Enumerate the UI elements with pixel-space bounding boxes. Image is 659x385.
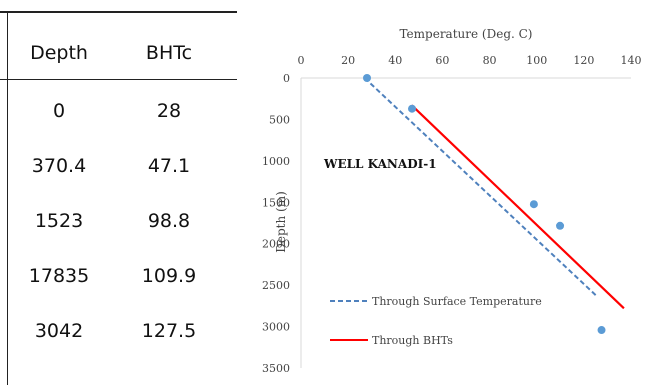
x-tick-label: 40 <box>388 54 402 67</box>
data-points <box>363 74 606 335</box>
x-tick-label: 140 <box>621 54 642 67</box>
series-lines <box>363 77 625 310</box>
cell-bhtc-2: 98.8 <box>147 210 191 232</box>
y-tick-label: 500 <box>269 113 290 126</box>
x-axis-ticks: 0 20 40 60 80 100 120 140 <box>298 54 642 67</box>
cell-depth-4: 3042 <box>34 320 84 342</box>
legend-label-bhts: Through BHTs <box>372 334 453 347</box>
data-point <box>408 104 417 113</box>
temperature-depth-chart: Temperature (Deg. C) Depth (m) 0 20 40 60 80… <box>262 27 642 375</box>
data-point <box>597 326 606 335</box>
table-left-border <box>7 11 8 385</box>
table-header-border <box>0 79 237 80</box>
legend: Through Surface Temperature Through BHTs <box>330 295 542 347</box>
y-tick-label: 1000 <box>262 155 290 168</box>
legend-label-surface: Through Surface Temperature <box>372 295 542 308</box>
x-axis-title: Temperature (Deg. C) <box>399 27 532 41</box>
y-tick-label: 1500 <box>262 196 290 209</box>
x-tick-label: 80 <box>483 54 497 67</box>
y-axis-title: Depth (m) <box>274 191 288 253</box>
series-line-bhts <box>411 104 625 310</box>
cell-bhtc-3: 109.9 <box>141 265 197 287</box>
y-tick-label: 3500 <box>262 362 290 375</box>
bht-table: Depth BHTc 0 28 370.4 47.1 1523 98.8 178… <box>0 0 237 385</box>
cell-depth-2: 1523 <box>34 210 84 232</box>
y-tick-label: 2500 <box>262 279 290 292</box>
x-tick-label: 60 <box>435 54 449 67</box>
x-tick-label: 20 <box>341 54 355 67</box>
y-tick-label: 2000 <box>262 238 290 251</box>
x-tick-label: 120 <box>573 54 594 67</box>
header-bhtc: BHTc <box>145 42 193 64</box>
table-top-border <box>0 11 237 13</box>
cell-depth-1: 370.4 <box>31 155 87 177</box>
cell-depth-0: 0 <box>52 100 66 122</box>
x-tick-label: 0 <box>298 54 305 67</box>
series-line-surface <box>363 77 597 296</box>
data-point <box>363 74 371 82</box>
cell-depth-3: 17835 <box>28 265 90 287</box>
header-depth: Depth <box>30 42 88 64</box>
y-tick-label: 0 <box>283 72 290 85</box>
x-tick-label: 100 <box>526 54 547 67</box>
y-axis-ticks: 0 500 1000 1500 2000 2500 3000 3500 <box>262 72 290 375</box>
cell-bhtc-4: 127.5 <box>141 320 197 342</box>
data-point <box>529 200 538 209</box>
y-tick-label: 3000 <box>262 321 290 334</box>
well-annotation: WELL KANADI-1 <box>323 157 437 171</box>
data-point <box>556 221 565 230</box>
cell-bhtc-1: 47.1 <box>147 155 191 177</box>
cell-bhtc-0: 28 <box>156 100 182 122</box>
